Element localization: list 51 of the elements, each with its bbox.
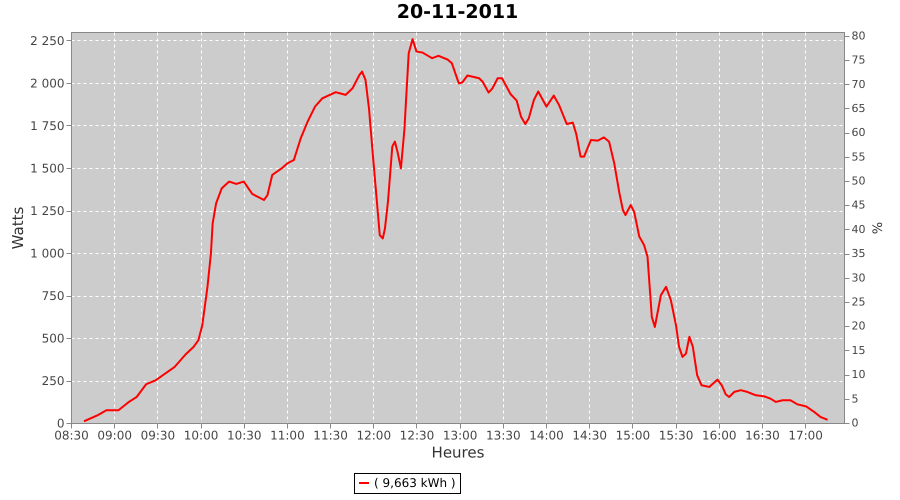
x-tick-label: 14:30 — [572, 428, 608, 442]
x-tick-label: 12:00 — [356, 428, 392, 442]
y2-tick-label: 75 — [852, 54, 866, 67]
x-tick-label: 13:00 — [442, 428, 478, 442]
y2-tick-label: 80 — [852, 29, 866, 42]
legend-label: ( 9,663 kWh ) — [374, 476, 456, 490]
x-tick-label: 10:00 — [184, 428, 218, 442]
y2-tick-label: 45 — [852, 198, 866, 212]
line-series — [82, 38, 829, 422]
x-tick-label: 09:00 — [97, 428, 132, 442]
x-tick-label: 17:00 — [788, 428, 823, 442]
y2-tick-label: 40 — [852, 222, 866, 236]
x-tick-label: 16:30 — [745, 428, 780, 442]
y-tick-label: 500 — [42, 332, 64, 346]
x-tick-label: 16:00 — [702, 428, 737, 442]
y2-tick-label: 35 — [852, 247, 866, 260]
x-tick-label: 09:30 — [140, 428, 176, 442]
y2-tick-label: 25 — [852, 296, 866, 309]
y-tick-label: 2 250 — [30, 34, 64, 48]
x-tick-label: 14:00 — [529, 428, 564, 442]
x-axis-title: Heures — [432, 444, 485, 462]
y2-tick-label: 0 — [852, 416, 858, 430]
y-tick-label: 1 250 — [30, 204, 64, 218]
y-tick-label: 1 000 — [30, 246, 64, 260]
x-tick-label: 11:30 — [313, 428, 348, 442]
x-tick-label: 10:30 — [226, 428, 262, 442]
y2-tick-label: 70 — [852, 78, 866, 91]
y2-tick-label: 60 — [852, 126, 866, 140]
y2-tick-label: 10 — [852, 368, 866, 382]
x-tick-label: 15:00 — [616, 428, 650, 442]
y-axis-title: Watts — [9, 206, 28, 250]
y-tick-label: 2 000 — [30, 76, 64, 90]
y-tick-label: 250 — [42, 374, 64, 388]
y2-tick-label: 15 — [852, 344, 866, 357]
x-tick-label: 15:30 — [658, 428, 694, 442]
x-tick-label: 13:30 — [486, 428, 521, 442]
x-tick-label: 12:30 — [400, 428, 434, 442]
y-tick-label: 0 — [56, 416, 64, 430]
y-tick-label: 750 — [42, 289, 64, 303]
y-tick-label: 1 750 — [30, 119, 64, 133]
y2-tick-label: 55 — [852, 150, 866, 164]
y2-tick-label: 20 — [852, 320, 866, 333]
y-tick-label: 1 500 — [30, 162, 64, 176]
y2-tick-label: 30 — [852, 271, 866, 284]
chart-title: 20-11-2011 — [396, 0, 518, 23]
x-tick-label: 11:00 — [270, 428, 305, 442]
y2-axis-title: % — [868, 222, 884, 234]
y2-tick-label: 5 — [852, 392, 858, 406]
x-tick-label: 08:30 — [54, 428, 89, 442]
y2-tick-label: 50 — [852, 174, 866, 188]
y2-tick-label: 65 — [852, 102, 866, 115]
